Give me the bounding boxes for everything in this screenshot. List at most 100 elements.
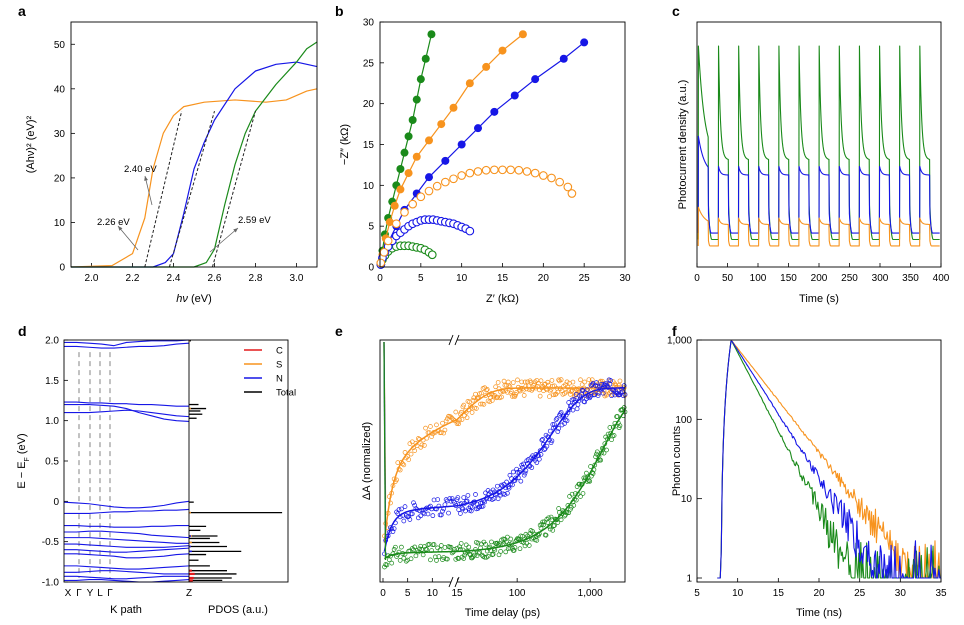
y-axis-label: Photon counts [671,425,683,496]
data-point-open [449,174,458,184]
data-point-open [469,504,475,510]
data-point-open [484,387,489,393]
data-point-open [429,434,434,439]
x-tick-label: 250 [841,273,858,284]
data-point-open [444,498,450,504]
data-point-open [382,551,387,557]
data-point-filled [490,107,499,116]
data-point-open [408,199,418,209]
data-point-open [391,219,401,229]
data-point-open [526,383,531,389]
data-point-open [489,165,499,175]
data-point-open [567,407,572,412]
data-point-open [610,392,615,398]
data-point-open [465,168,475,178]
data-point-open [552,422,557,427]
data-point-open [438,430,444,435]
data-point-open [429,506,434,512]
data-point-open [460,547,466,553]
band-line [64,547,190,553]
data-point-open [551,392,556,398]
data-point-open [510,482,515,488]
data-point-open [550,422,556,427]
data-point-open [513,392,519,397]
data-point-filled [449,103,458,112]
x-tick-label: 350 [902,273,919,284]
data-point-open [505,490,510,496]
tangent-line [168,110,215,268]
data-point-open [500,536,506,542]
panel-b: 0 5 10 15 20 25 30 0 5 10 15 20 25 30 Z′ (kΩ) −Z″ (kΩ) [339,18,631,306]
data-point-open [545,520,551,525]
data-point-open [442,427,448,433]
data-point-open [416,192,426,202]
data-point-open [552,392,558,397]
data-point-open [621,405,627,410]
x-tick-label: 30 [619,273,631,284]
data-point-open [468,403,473,409]
data-point-open [408,451,414,457]
band-line [64,409,190,418]
data-point-open [428,424,433,429]
data-point-open [530,168,540,178]
y-tick-label: -1.0 [42,578,60,589]
data-point-filled [400,148,409,157]
data-point-open [611,433,617,438]
data-point-open [406,514,412,519]
data-point-open [447,496,453,501]
data-point-open [493,384,498,390]
data-point-filled [390,201,399,210]
data-point-open [406,457,412,462]
y-tick-label: 10 [54,218,66,229]
data-point-open [502,492,508,497]
x-tick-label: 2.0 [85,273,99,284]
data-point-filled [474,124,482,133]
data-point-open [448,544,454,550]
x-axis-label: K path [110,604,142,616]
data-point-open [582,379,588,385]
data-point-open [567,189,577,198]
data-point-open [393,544,398,550]
data-point-open [444,416,450,422]
data-point-open [461,495,467,500]
k-point-label: Γ [107,588,113,599]
band-line [64,565,190,570]
data-point-open [483,490,488,496]
data-point-open [412,544,418,550]
y-tick-label: 5 [368,222,374,233]
data-point-open [563,389,569,395]
data-point-open [434,558,439,563]
data-point-open [517,546,523,552]
data-point-open [584,387,590,393]
data-point-open [564,510,570,516]
data-point-open [409,546,415,551]
x-tick-label: 0 [377,273,383,284]
fit-line-blue [383,387,625,552]
data-point-open [483,393,488,398]
data-point-filled [404,169,413,178]
data-point-open [571,503,577,508]
data-point-open [478,401,483,407]
panel-label-e: e [335,323,343,339]
data-point-open [509,389,514,394]
data-point-open [403,558,409,564]
y-tick-label: 25 [363,58,375,69]
y-tick-label: 15 [363,140,375,151]
data-point-open [412,448,418,453]
data-point-open [440,508,445,514]
data-point-open [539,437,545,443]
data-point-open [543,532,549,538]
data-point-open [455,495,461,500]
arrow-head [144,176,148,181]
data-point-open [545,379,551,385]
data-point-open [436,554,442,559]
x-tick-label: 50 [722,273,734,284]
y-tick-label: 1.0 [45,416,59,427]
data-point-open [586,478,592,484]
data-point-open [538,452,544,457]
data-point-open [407,517,413,522]
x-axis-label: PDOS (a.u.) [208,604,268,616]
band-line [64,508,190,514]
x-axis-label: hν (eV) [176,293,211,305]
data-point-open [559,422,565,428]
